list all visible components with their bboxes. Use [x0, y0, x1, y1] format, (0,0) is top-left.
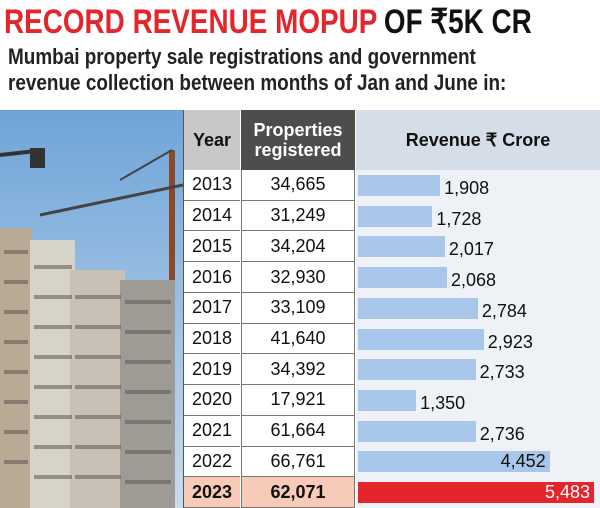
properties-cell: 61,664 [241, 415, 355, 447]
value-label: 1,728 [436, 208, 482, 229]
properties-cell: 33,109 [241, 292, 355, 324]
properties-cell: 17,921 [241, 385, 355, 416]
value-label: 2,923 [487, 331, 533, 352]
value-label: 5,483 [544, 482, 590, 503]
value-label: 1,350 [420, 392, 466, 413]
photo [0, 110, 183, 508]
value-label: 2,068 [451, 270, 497, 291]
column-header: Revenue ₹ Crore [356, 110, 600, 170]
properties-cell: 32,930 [241, 262, 355, 293]
value-label: 4,452 [500, 451, 546, 472]
properties-cell: 66,761 [241, 446, 355, 478]
properties-cell: 34,392 [241, 354, 355, 386]
value-label: 2,733 [479, 362, 525, 383]
value-label: 1,908 [444, 177, 490, 198]
title: RECORD REVENUE MOPUP OF ₹5K CR [4, 2, 532, 42]
bar [358, 328, 484, 350]
value-label: 2,017 [448, 239, 494, 260]
bar [358, 482, 594, 504]
bar [358, 420, 476, 442]
year-cell: 2013 [184, 170, 240, 201]
bar [358, 267, 447, 289]
column-header: Properties registered [241, 110, 355, 170]
bar [358, 359, 476, 381]
year-cell: 2015 [184, 231, 240, 263]
properties-cell: 34,665 [241, 170, 355, 201]
value-label: 2,736 [479, 423, 525, 444]
table [183, 110, 600, 508]
bar [358, 236, 445, 258]
year-cell: 2020 [184, 385, 240, 416]
bar [358, 451, 550, 473]
bar [358, 389, 417, 411]
title-red: RECORD REVENUE MOPUP [4, 3, 378, 41]
column-header: Year [184, 110, 240, 170]
properties-cell: 34,204 [241, 231, 355, 263]
year-cell: 2016 [184, 262, 240, 293]
title-black: OF ₹5K CR [383, 3, 532, 41]
bar [358, 205, 433, 227]
properties-cell: 41,640 [241, 323, 355, 355]
properties-cell: 31,249 [241, 200, 355, 232]
bar [358, 174, 441, 196]
year-cell: 2023 [184, 477, 240, 508]
subtitle: Mumbai property sale registrations and g… [8, 44, 507, 95]
properties-cell: 62,071 [241, 477, 355, 508]
year-cell: 2021 [184, 415, 240, 447]
year-cell: 2019 [184, 354, 240, 386]
bar [358, 297, 478, 319]
year-cell: 2022 [184, 446, 240, 478]
year-cell: 2017 [184, 292, 240, 324]
year-cell: 2018 [184, 323, 240, 355]
value-label: 2,784 [481, 300, 527, 321]
year-cell: 2014 [184, 200, 240, 232]
